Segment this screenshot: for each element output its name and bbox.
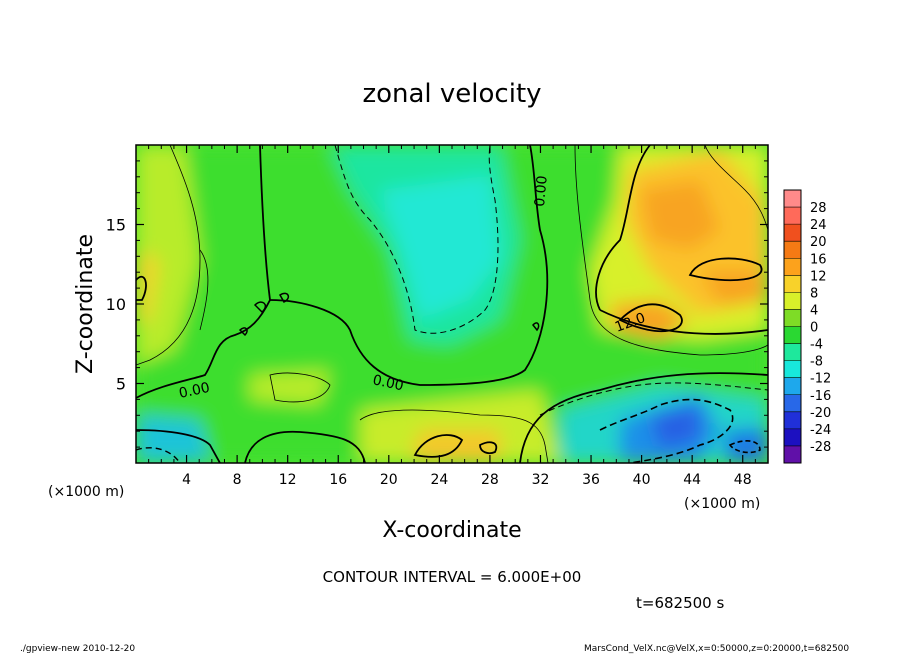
colorbar-label: -24: [810, 423, 831, 438]
colorbar-label: -28: [810, 440, 831, 455]
contour-interval: CONTOUR INTERVAL = 6.000E+00: [323, 568, 582, 586]
colorbar-swatch: [784, 309, 801, 327]
colorbar-swatch: [784, 445, 801, 464]
x-tick-label: 40: [633, 472, 651, 488]
colorbar-swatch: [784, 258, 801, 276]
x-tick-label: 48: [734, 472, 752, 488]
x-unit-right: (×1000 m): [684, 496, 760, 512]
contour-label-2: 0.00: [371, 372, 405, 394]
colorbar-swatch: [784, 207, 801, 225]
x-tick-label: 28: [481, 472, 499, 488]
colorbar-label: 8: [810, 286, 818, 301]
colorbar-label: -4: [810, 338, 823, 353]
colorbar-swatch: [784, 224, 801, 242]
x-axis-label: X-coordinate: [382, 518, 521, 543]
colorbar-label: 24: [810, 218, 827, 233]
y-axis: 5 10 15: [106, 160, 768, 448]
x-unit-left: (×1000 m): [48, 484, 124, 500]
x-tick-label: 4: [182, 472, 191, 488]
colorbar-label: 4: [810, 303, 818, 318]
colorbar-label: -12: [810, 372, 831, 387]
colorbar-swatch: [784, 241, 801, 259]
y-tick-label: 15: [106, 216, 126, 235]
colorbar: 28 24 20 16 12 8 4 0 -4 -8 -12 -16 -20 -24 -28: [783, 189, 831, 464]
y-axis-label: Z-coordinate: [73, 234, 98, 374]
x-tick-label: 20: [380, 472, 398, 488]
x-axis: 4 8 12 16 20 24 28 32 36 40 44 48: [148, 145, 756, 488]
x-tick-label: 36: [582, 472, 600, 488]
contour-label-3: 0.00: [532, 175, 551, 207]
colorbar-label: -20: [810, 406, 831, 421]
colorbar-swatch: [784, 394, 801, 413]
footer-left: ./gpview-new 2010-12-20: [20, 644, 135, 654]
colorbar-swatch: [784, 275, 801, 293]
colorbar-label: 0: [810, 321, 818, 336]
colorbar-swatch: [784, 428, 801, 447]
x-tick-label: 32: [532, 472, 550, 488]
footer-right: MarsCond_VelX.nc@VelX,x=0:50000,z=0:2000…: [584, 644, 849, 654]
colorbar-swatch: [784, 326, 801, 345]
x-tick-label: 16: [329, 472, 347, 488]
x-tick-label: 12: [279, 472, 297, 488]
chart-title: zonal velocity: [362, 79, 541, 109]
colorbar-swatch: [784, 411, 801, 430]
x-tick-label: 24: [430, 472, 448, 488]
colorbar-swatch: [784, 190, 801, 208]
contour-label-1: 0.00: [178, 380, 212, 402]
colorbar-swatch: [784, 377, 801, 396]
colorbar-label: 16: [810, 252, 827, 267]
colorbar-label: -16: [810, 389, 831, 404]
colorbar-swatch: [784, 343, 801, 362]
x-tick-label: 8: [233, 472, 242, 488]
y-tick-label: 5: [116, 375, 126, 394]
colorbar-label: -8: [810, 355, 823, 370]
colorbar-swatch: [784, 292, 801, 310]
y-tick-label: 10: [106, 295, 126, 314]
colorbar-swatch: [784, 360, 801, 379]
colorbar-label: 28: [810, 201, 827, 216]
x-tick-label: 44: [683, 472, 701, 488]
colorbar-label: 20: [810, 235, 827, 250]
colorbar-label: 12: [810, 269, 827, 284]
time-label: t=682500 s: [636, 594, 724, 612]
plot-area: 0.00 0.00 0.00 12.0: [136, 145, 768, 463]
